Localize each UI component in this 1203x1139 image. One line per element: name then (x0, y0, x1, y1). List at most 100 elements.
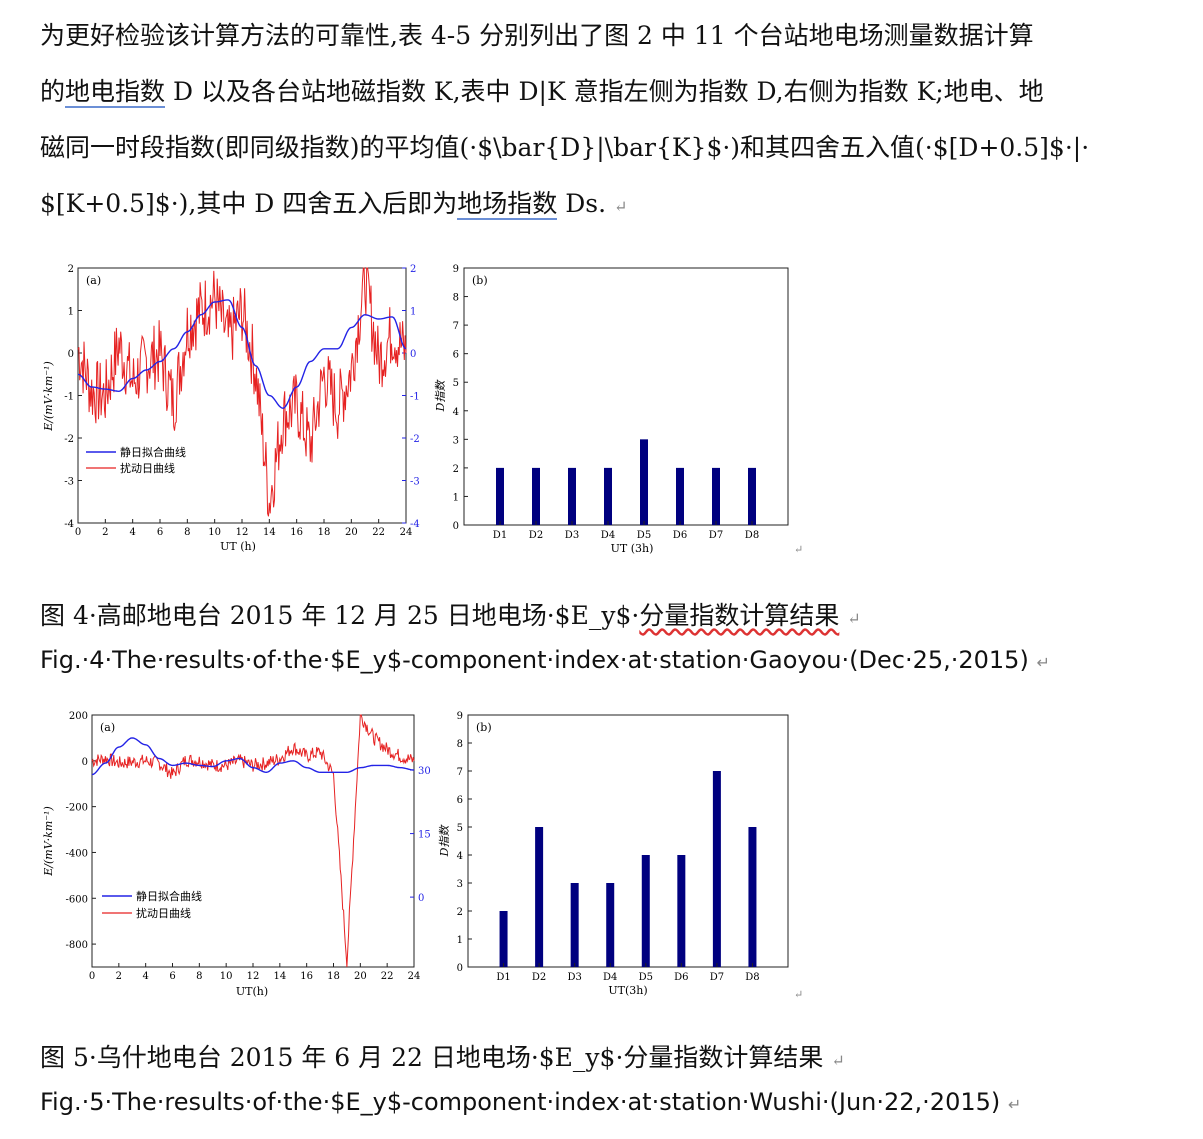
fig5a-x-ticks: 0 2 4 6 8 10 12 14 16 18 20 22 24 (89, 963, 421, 982)
x-tick-label: 24 (400, 527, 413, 538)
bar (748, 467, 756, 525)
x-tick-label: 10 (220, 971, 233, 982)
fig5a-quiet-line (91, 737, 415, 776)
y-tick-label: 8 (457, 739, 463, 750)
fig5-panel-b: (b) 0 1 2 3 4 5 6 7 8 9 D1 D2 D3 D4 D5 D6 D7 D8 UT(3h) D… (438, 711, 789, 997)
x-tick-label: 2 (102, 527, 108, 538)
bar (535, 827, 544, 967)
y-tick-label: 4 (453, 407, 459, 418)
y-tick-label: -1 (64, 392, 74, 403)
x-tick-label: 4 (129, 527, 135, 538)
y-tick-label: 2 (453, 464, 459, 475)
y-tick-label: 200 (69, 711, 88, 722)
x-tick-label: D2 (529, 530, 543, 541)
x-tick-label: D3 (565, 530, 579, 541)
fig5b-bars: D1 D2 D3 D4 D5 D6 D7 D8 (496, 771, 760, 983)
bar (568, 467, 576, 525)
fig5b-label: (b) (476, 721, 492, 734)
fig5a-frame (91, 714, 415, 968)
x-tick-label: 10 (208, 527, 221, 538)
fig4a-label: (a) (86, 274, 101, 287)
legend-disturbed: 扰动日曲线 (136, 906, 191, 920)
fig4-caption-cn: 图 4·高邮地电台 2015 年 12 月 25 日地电场·$E_y$·分量指数… (40, 601, 861, 630)
fig4-caption-en: Fig.·4·The·results·of·the·$E_y$-componen… (40, 646, 1050, 674)
bar (748, 827, 757, 967)
fig5a-xlabel: UT(h) (236, 985, 268, 998)
x-tick-label: D7 (710, 972, 724, 983)
fig5-caption-en: Fig.·5·The·results·of·the·$E_y$-componen… (40, 1088, 1022, 1116)
x-tick-label: D5 (639, 972, 653, 983)
y-tick-label: -600 (66, 894, 88, 905)
x-tick-label: 6 (169, 971, 175, 982)
x-tick-label: D3 (567, 972, 581, 983)
legend-quiet: 静日拟合曲线 (136, 889, 202, 903)
y-tick-label: 0 (453, 521, 459, 532)
y-tick-label: -400 (66, 848, 88, 859)
fig5-panel-a: (a) 0 2 4 6 8 10 12 14 16 18 20 22 24 2000-200-400-6… (42, 711, 431, 998)
fig4b-bars: D1 D2 D3 D4 D5 D6 D7 D8 (493, 439, 759, 541)
bar (496, 467, 504, 525)
right-y-tick-label: 15 (418, 830, 431, 841)
y-tick-label: 1 (457, 935, 463, 946)
bar (570, 883, 579, 967)
bar (499, 911, 508, 967)
right-y-tick-label: 1 (410, 307, 416, 318)
fig4a-frame (77, 267, 407, 524)
x-tick-label: D4 (603, 972, 617, 983)
fig4a-legend: 静日拟合曲线 扰动日曲线 (86, 445, 186, 475)
y-tick-label: -2 (64, 434, 74, 445)
y-tick-label: 8 (453, 293, 459, 304)
x-tick-label: 24 (408, 971, 421, 982)
x-tick-label: 0 (89, 971, 95, 982)
y-tick-label: 1 (68, 307, 74, 318)
paragraph-line-2: 的地电指数 D 以及各台站地磁指数 K,表中 D|K 意指左侧为指数 D,右侧为… (40, 77, 1044, 108)
y-tick-label: 4 (457, 851, 463, 862)
paragraph-mark-icon: ↵ (614, 197, 628, 216)
y-tick-label: 3 (457, 879, 463, 890)
x-tick-label: 6 (157, 527, 163, 538)
right-y-tick-label: 2 (410, 264, 416, 275)
y-tick-label: 5 (457, 823, 463, 834)
x-tick-label: 8 (196, 971, 202, 982)
y-tick-label: 9 (457, 711, 463, 722)
fig4a-y-ticks-left: 2 1 0 -1 -2 -3 -4 (64, 264, 82, 530)
figure-5-svg: (a) 0 2 4 6 8 10 12 14 16 18 20 22 24 2000-200-400-6… (42, 711, 803, 1001)
y-tick-label: 7 (453, 321, 459, 332)
underlined-term: 地场指数 (457, 189, 558, 220)
fig4a-xlabel: UT (h) (220, 540, 256, 553)
bar (676, 467, 684, 525)
y-tick-label: -3 (64, 477, 74, 488)
fig4a-ylabel: E/(mV·km⁻¹) (42, 361, 55, 432)
y-tick-label: 6 (453, 350, 459, 361)
bar (532, 467, 540, 525)
x-tick-label: D6 (674, 972, 688, 983)
bar (606, 883, 615, 967)
figure-5: (a) 0 2 4 6 8 10 12 14 16 18 20 22 24 200 0 -200 -400 -6… (40, 703, 810, 1007)
y-tick-label: 1 (453, 492, 459, 503)
fig4a-y-ticks-right: 2 1 0 -1 -2 -3 -4 (402, 264, 420, 530)
y-tick-label: -800 (66, 940, 88, 951)
legend-disturbed: 扰动日曲线 (120, 461, 175, 475)
x-tick-label: D1 (496, 972, 510, 983)
fig4-panel-a: (a) 0 2 4 6 8 10 12 14 16 18 20 22 24 210-1-2-3-4 21… (42, 264, 420, 553)
figure-mark-icon: ↵ (794, 988, 803, 1001)
fig4b-xlabel: UT (3h) (611, 542, 654, 555)
underlined-term: 地电指数 (65, 77, 166, 108)
bar (712, 771, 721, 967)
x-tick-label: 16 (300, 971, 313, 982)
right-y-tick-label: -4 (410, 519, 420, 530)
x-tick-label: 2 (116, 971, 122, 982)
bar (640, 439, 648, 525)
body-paragraph: 为更好检验该计算方法的可靠性,表 4-5 分别列出了图 2 中 11 个台站地电… (40, 8, 1170, 235)
x-tick-label: 4 (142, 971, 148, 982)
fig4a-disturbed-line (77, 267, 407, 517)
y-tick-label: 9 (453, 264, 459, 275)
x-tick-label: D8 (745, 530, 759, 541)
fig5-caption-cn: 图 5·乌什地电台 2015 年 6 月 22 日地电场·$E_y$·分量指数计… (40, 1043, 845, 1072)
x-tick-label: 18 (327, 971, 340, 982)
fig5a-legend: 静日拟合曲线 扰动日曲线 (102, 889, 202, 920)
bar (641, 855, 650, 967)
y-tick-label: -200 (66, 803, 88, 814)
fig5a-label: (a) (100, 721, 115, 734)
